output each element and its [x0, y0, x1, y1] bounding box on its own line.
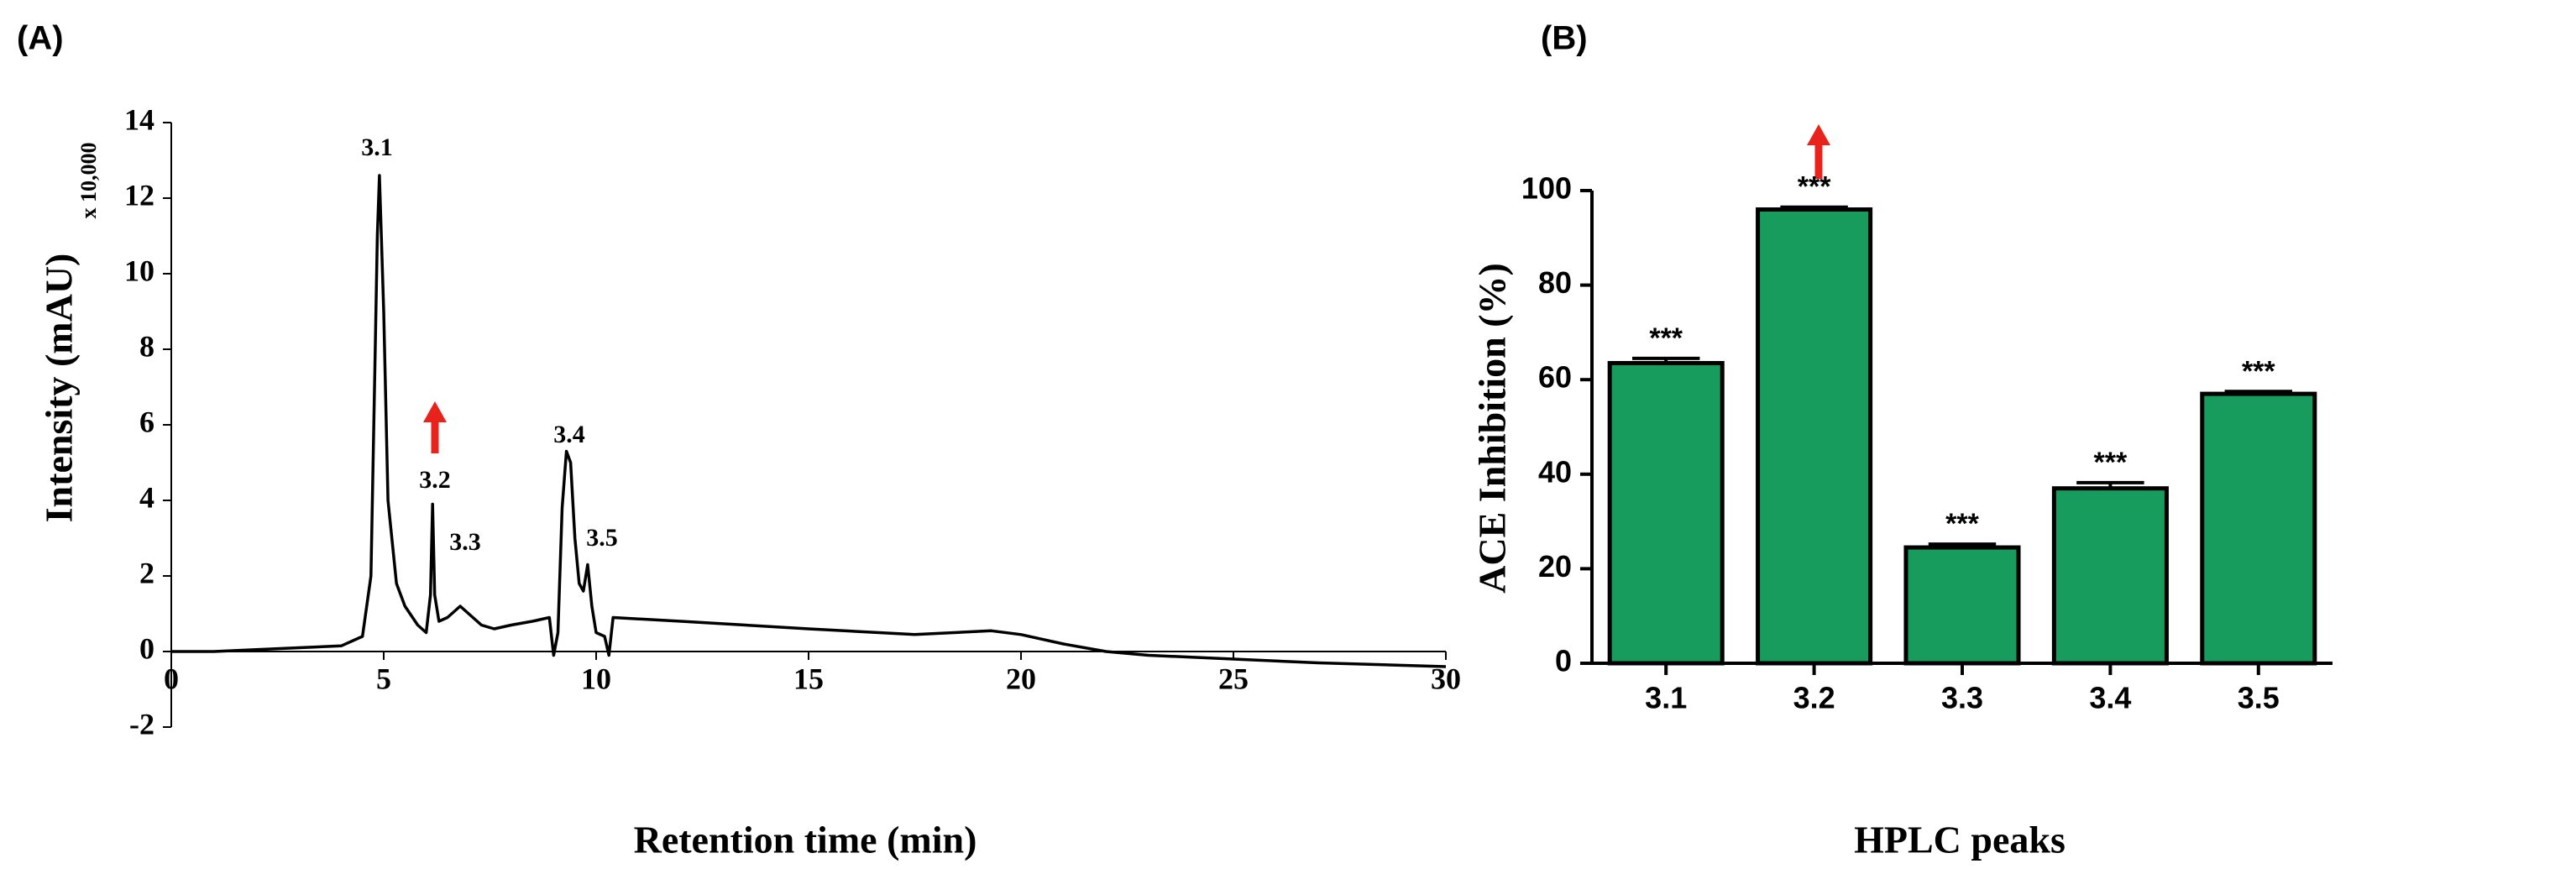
y-tick-label: 0 — [139, 631, 154, 665]
y-tick-label: 20 — [1538, 549, 1572, 584]
y-tick-label: 0 — [1555, 644, 1572, 678]
x-tick-label: 5 — [376, 662, 391, 695]
y-tick-label: 40 — [1538, 454, 1572, 489]
y-tick-label: 100 — [1521, 171, 1572, 206]
x-axis-label: HPLC peaks — [1854, 819, 2066, 861]
y-tick-label: 14 — [124, 102, 154, 136]
significance-label: *** — [2242, 355, 2275, 387]
x-tick-label: 3.3 — [1941, 681, 1983, 715]
peak-label: 3.2 — [419, 466, 451, 494]
x-tick-label: 25 — [1218, 662, 1249, 695]
bar — [2051, 486, 2169, 666]
significance-label: *** — [1649, 322, 1683, 354]
y-tick-label: 80 — [1538, 265, 1572, 300]
x-tick-label: 3.1 — [1645, 681, 1687, 715]
bar — [1607, 360, 1725, 666]
x-axis-label: Retention time (min) — [634, 819, 977, 861]
y-tick-label: 10 — [124, 254, 154, 287]
y-tick-label: 12 — [124, 178, 154, 212]
bar — [1756, 207, 1873, 666]
y-multiplier: x 10,000 — [76, 143, 101, 219]
y-tick-label: 4 — [139, 480, 154, 514]
y-tick-label: 8 — [139, 329, 154, 363]
y-tick-label: -2 — [129, 707, 154, 741]
y-axis-label: ACE Inhibition (%) — [1471, 263, 1514, 594]
x-tick-label: 3.4 — [2089, 681, 2131, 715]
y-tick-label: 2 — [139, 556, 154, 589]
arrow — [1807, 124, 1830, 179]
peak-label: 3.1 — [361, 133, 393, 161]
trace — [171, 174, 1447, 668]
panel-label: (B) — [1541, 20, 1588, 57]
panel-label: (A) — [17, 20, 64, 57]
x-tick-label: 15 — [793, 662, 824, 695]
bar — [1903, 545, 2021, 666]
arrow — [423, 401, 447, 453]
x-tick-label: 0 — [164, 662, 179, 695]
peak-label: 3.3 — [449, 528, 481, 556]
x-tick-label: 3.5 — [2238, 681, 2280, 715]
x-tick-label: 20 — [1006, 662, 1036, 695]
y-tick-label: 6 — [139, 405, 154, 438]
peak-label: 3.4 — [553, 421, 585, 448]
x-tick-label: 3.2 — [1793, 681, 1835, 715]
peak-label: 3.5 — [586, 524, 618, 552]
y-axis-label: Intensity (mAU) — [38, 254, 81, 523]
y-tick-label: 60 — [1538, 360, 1572, 395]
x-tick-label: 10 — [581, 662, 611, 695]
bar — [2200, 391, 2317, 666]
significance-label: *** — [2094, 447, 2128, 479]
significance-label: *** — [1798, 171, 1831, 203]
significance-label: *** — [1945, 508, 1979, 540]
